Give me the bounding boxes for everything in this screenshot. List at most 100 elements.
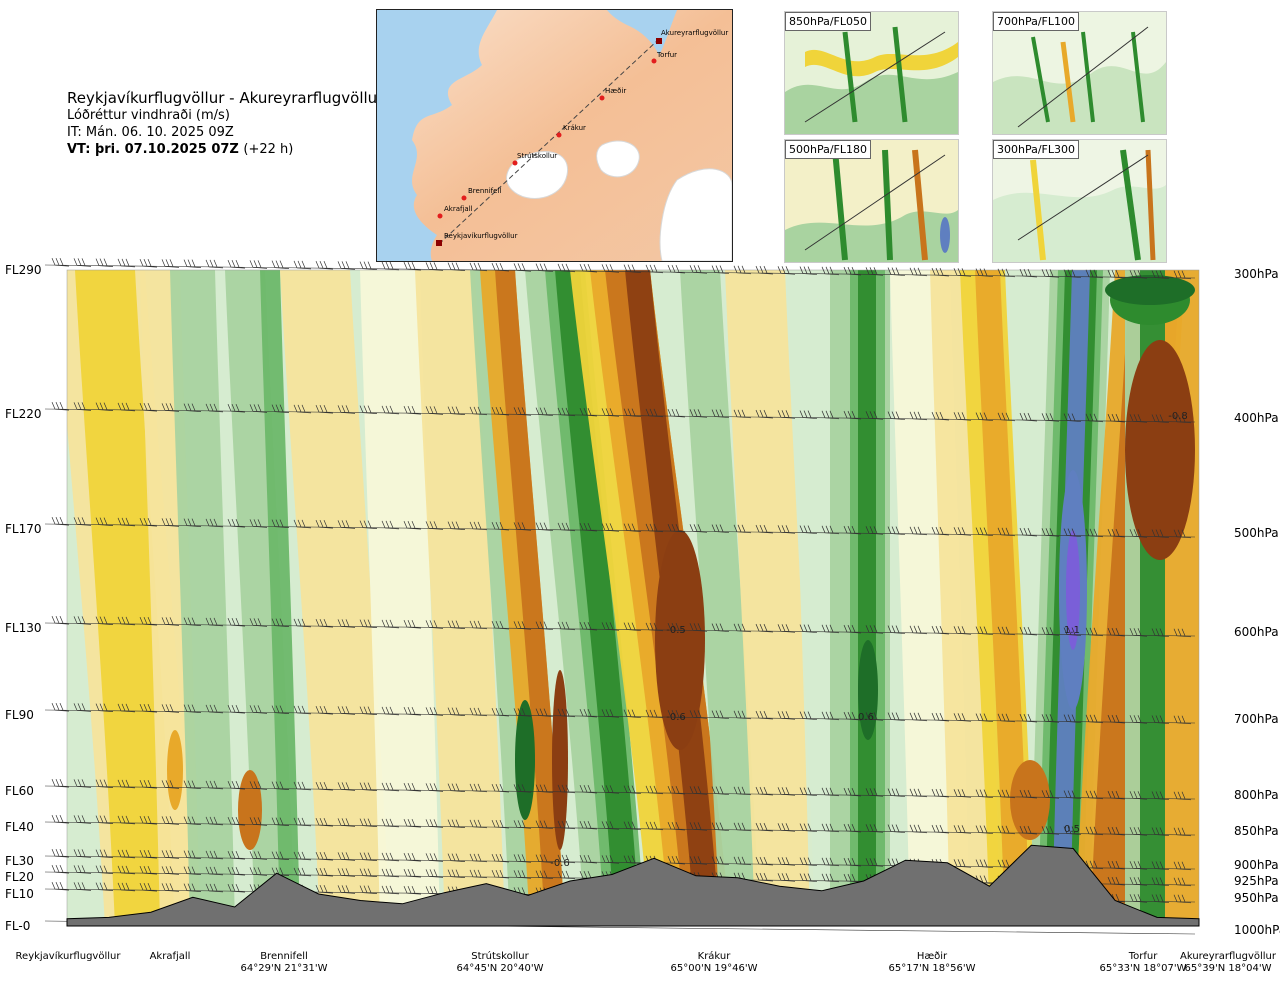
wind-barb bbox=[953, 713, 972, 722]
wind-barb bbox=[557, 522, 576, 532]
wind-barb bbox=[821, 624, 840, 634]
wind-barb bbox=[95, 258, 114, 267]
wind-barb bbox=[1041, 714, 1060, 723]
parameter-label: Lóðréttur vindhraði (m/s) bbox=[67, 108, 230, 123]
wind-barb bbox=[161, 617, 180, 626]
wind-barb bbox=[161, 780, 180, 789]
station-name: Strútskollur bbox=[471, 951, 529, 962]
wind-barb bbox=[425, 819, 444, 828]
wind-barb bbox=[447, 869, 466, 878]
wind-barb bbox=[1151, 894, 1170, 903]
velocity-band bbox=[975, 270, 1030, 926]
svg-text:Brennifell: Brennifell bbox=[468, 187, 501, 195]
wind-barb bbox=[535, 621, 554, 630]
wind-barb bbox=[249, 519, 268, 528]
wind-barb bbox=[249, 618, 268, 627]
wind-barb bbox=[689, 409, 708, 418]
flight-level-label: FL290 bbox=[5, 263, 42, 277]
wind-barb bbox=[227, 704, 246, 714]
wind-barb bbox=[95, 815, 114, 824]
wind-barb bbox=[931, 411, 950, 421]
wind-barb bbox=[953, 859, 972, 868]
wind-barb bbox=[183, 883, 202, 892]
wind-barb bbox=[227, 403, 246, 413]
wind-barb bbox=[1129, 529, 1148, 538]
wind-barb bbox=[953, 268, 972, 277]
wind-barb bbox=[557, 854, 576, 864]
waypoint-reykjavik: Reykjavíkurflugvöllur bbox=[436, 232, 518, 246]
wind-barb bbox=[1129, 628, 1148, 637]
wind-barb bbox=[909, 267, 928, 277]
wind-barb bbox=[667, 785, 686, 795]
wind-barb bbox=[403, 520, 422, 530]
wind-barb bbox=[557, 407, 576, 417]
wind-barb bbox=[975, 859, 994, 868]
wind-barb bbox=[359, 520, 378, 529]
wind-barb bbox=[689, 786, 708, 795]
wind-barb bbox=[535, 708, 554, 717]
wind-barb bbox=[315, 519, 334, 529]
valid-time: VT: þri. 07.10.2025 07Z (+22 h) bbox=[67, 141, 383, 158]
wind-barb bbox=[183, 704, 202, 713]
route-map-graphic: Reykjavíkurflugvöllur Akrafjall Brennife… bbox=[377, 10, 732, 261]
wind-barb bbox=[1151, 715, 1170, 724]
wind-barb bbox=[579, 621, 598, 631]
velocity-core bbox=[167, 730, 183, 810]
mini-map-700: 700hPa/FL100 bbox=[992, 11, 1167, 135]
wind-barb bbox=[1063, 714, 1082, 723]
wind-barb bbox=[359, 885, 378, 894]
wind-barb bbox=[1085, 627, 1104, 637]
wind-barb bbox=[645, 622, 664, 632]
wind-barb bbox=[909, 625, 928, 635]
wind-barb bbox=[1129, 715, 1148, 724]
pressure-level-label: 500hPa bbox=[1234, 526, 1279, 540]
wind-barb bbox=[513, 870, 532, 879]
wind-barb bbox=[205, 780, 224, 790]
wind-barb bbox=[645, 709, 664, 719]
wind-barb bbox=[1019, 825, 1038, 835]
mini-map-500: 500hPa/FL180 bbox=[784, 139, 959, 263]
velocity-core bbox=[1066, 530, 1080, 650]
wind-barb bbox=[381, 619, 400, 629]
wind-barb bbox=[469, 869, 488, 879]
wind-barb bbox=[535, 263, 554, 272]
wind-barb bbox=[733, 265, 752, 275]
wind-barb bbox=[95, 882, 114, 891]
wind-barb bbox=[799, 873, 818, 882]
wind-barb bbox=[73, 703, 92, 712]
wind-barb bbox=[821, 857, 840, 867]
wind-barb bbox=[359, 818, 378, 827]
wind-barb bbox=[73, 258, 92, 267]
wind-barb bbox=[733, 856, 752, 866]
wind-barb bbox=[447, 262, 466, 271]
velocity-band bbox=[725, 270, 815, 926]
mini-map-850: 850hPa/FL050 bbox=[784, 11, 959, 135]
wind-barb bbox=[227, 816, 246, 826]
wind-barb bbox=[51, 848, 70, 858]
wind-barb bbox=[821, 525, 840, 535]
wind-barb bbox=[381, 818, 400, 828]
wind-barb bbox=[1041, 790, 1060, 799]
flight-level-label: FL60 bbox=[5, 784, 34, 798]
wind-barb bbox=[491, 853, 510, 863]
wind-barb bbox=[425, 853, 444, 862]
pressure-level-label: 800hPa bbox=[1234, 788, 1279, 802]
svg-text:Strútskollur: Strútskollur bbox=[517, 152, 557, 160]
route-line bbox=[438, 39, 659, 245]
wind-barb bbox=[491, 620, 510, 630]
wind-barb bbox=[95, 703, 114, 712]
wind-barb bbox=[447, 819, 466, 828]
wind-barb bbox=[139, 616, 158, 626]
wind-barb bbox=[557, 621, 576, 631]
wind-barb bbox=[1129, 894, 1148, 903]
wind-barb bbox=[887, 411, 906, 420]
wind-barb bbox=[1107, 528, 1126, 538]
wind-barb bbox=[1173, 894, 1192, 904]
wind-barb bbox=[755, 786, 774, 796]
wind-barb bbox=[865, 267, 884, 276]
wind-barb bbox=[711, 409, 730, 418]
wind-barb bbox=[1063, 413, 1082, 422]
wind-barb bbox=[513, 621, 532, 630]
route-title: Reykjavíkurflugvöllur - Akureyrarflugvöl… bbox=[67, 89, 384, 107]
wind-barb bbox=[1151, 861, 1170, 870]
